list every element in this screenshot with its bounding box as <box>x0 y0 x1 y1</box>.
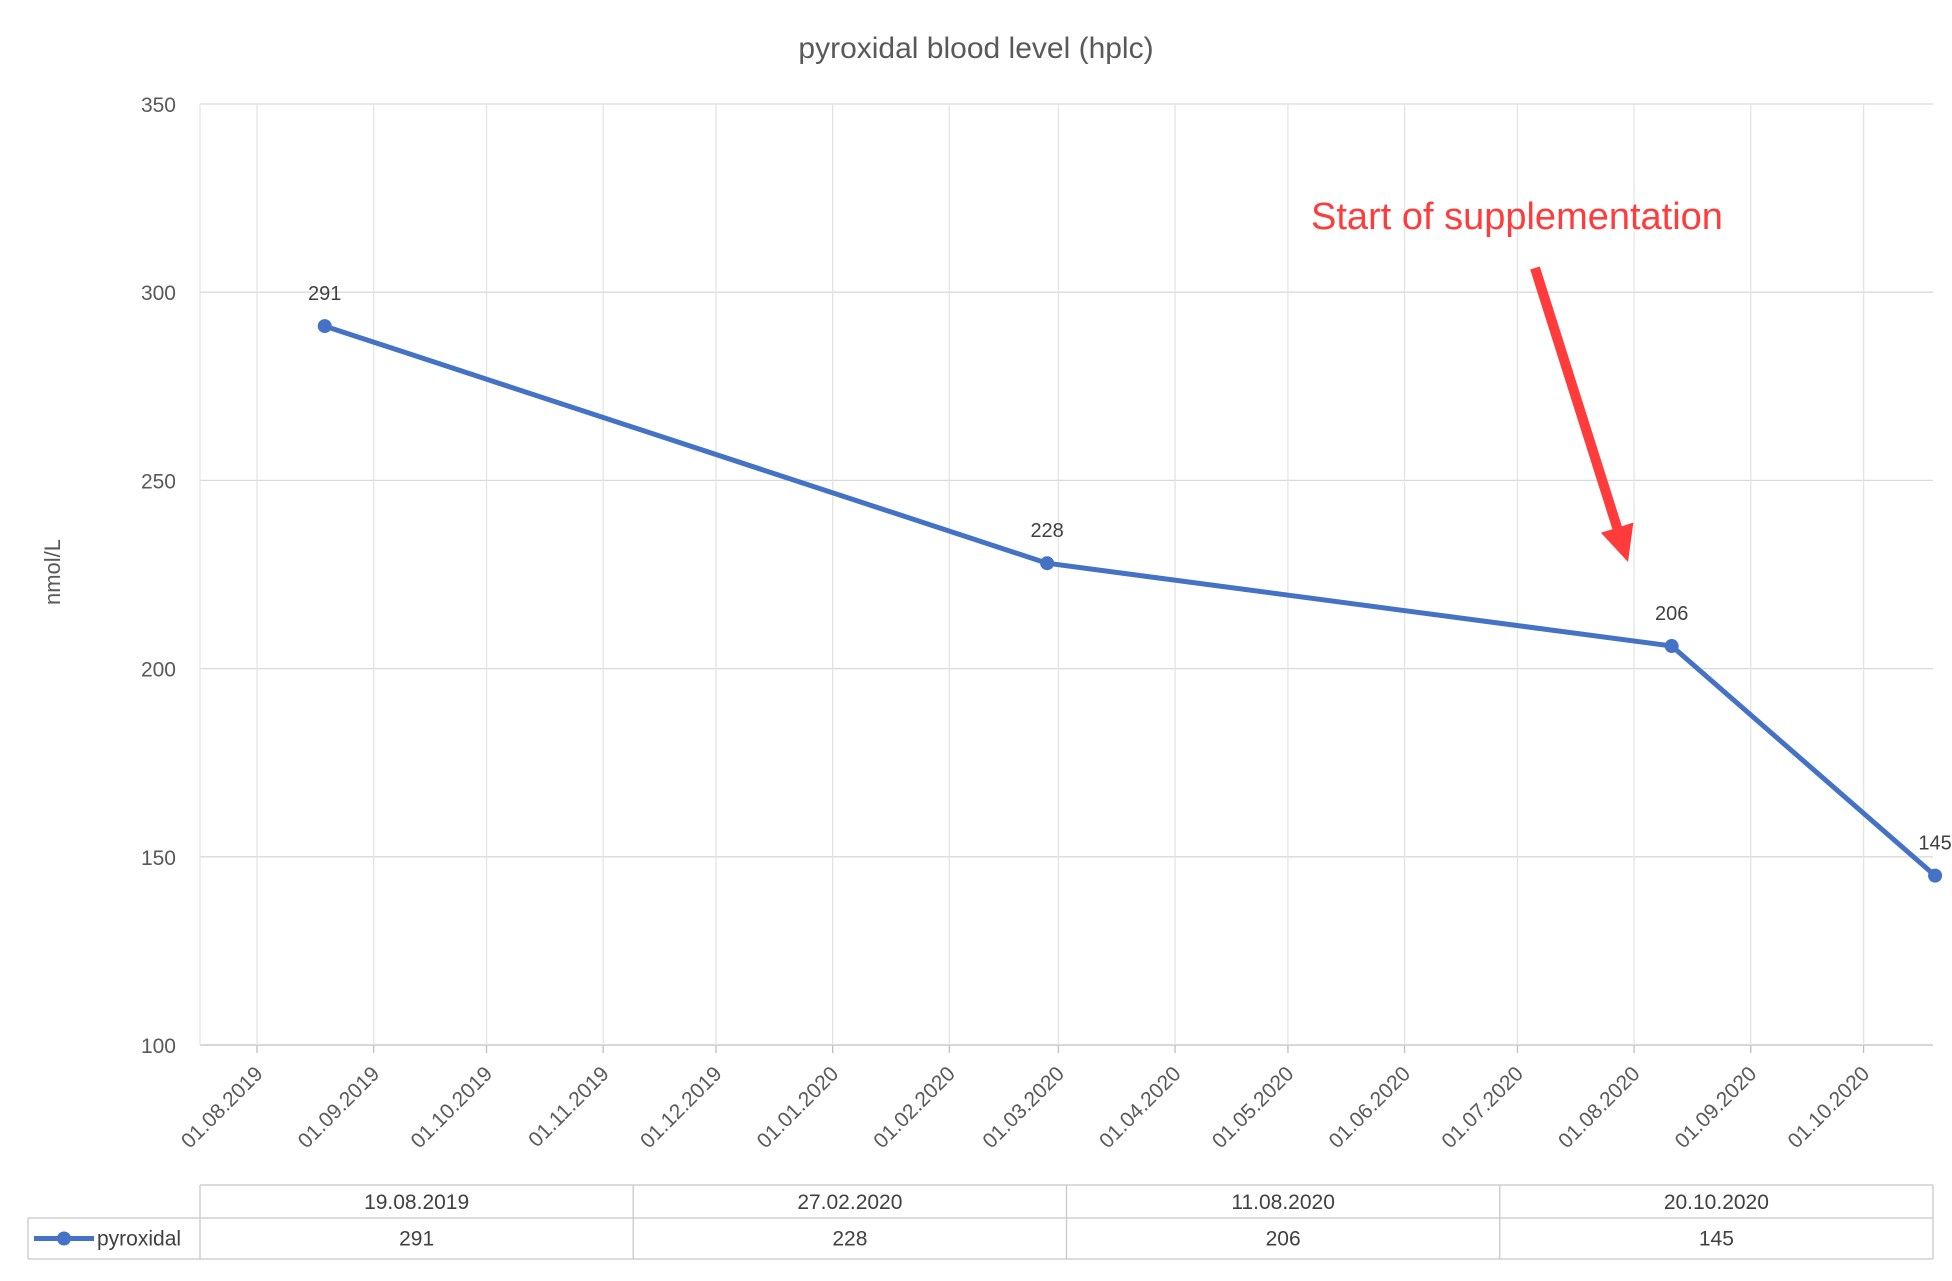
table-header-cell: 11.08.2020 <box>1231 1191 1335 1214</box>
table-value-cell: 228 <box>832 1228 867 1251</box>
chart-title: pyroxidal blood level (hplc) <box>798 32 1153 65</box>
table-value-cell: 206 <box>1266 1228 1301 1251</box>
x-tick-label: 01.08.2020 <box>1554 1062 1645 1153</box>
table-header-cell: 20.10.2020 <box>1664 1191 1769 1214</box>
x-tick-label: 01.05.2020 <box>1208 1062 1299 1153</box>
annotation-supplementation: Start of supplementation <box>1311 196 1723 562</box>
x-tick-label: 01.06.2020 <box>1325 1062 1416 1153</box>
y-axis-label: nmol/L <box>40 539 65 605</box>
data-label: 145 <box>1918 833 1951 855</box>
y-tick-label: 100 <box>141 1035 176 1058</box>
x-tick-label: 01.01.2020 <box>753 1062 844 1153</box>
series-pyroxidal: 291 228 206 145 <box>308 283 1952 883</box>
y-tick-label: 150 <box>141 847 176 870</box>
x-tick-label: 01.12.2019 <box>636 1062 727 1153</box>
series-line <box>323 323 1937 878</box>
legend-marker <box>57 1231 71 1246</box>
data-label: 228 <box>1030 520 1063 542</box>
x-tick-labels: 01.08.2019 01.09.2019 01.10.2019 01.11.2019… <box>177 1062 1874 1153</box>
table-header-cell: 27.02.2020 <box>797 1191 902 1214</box>
x-tick-label: 01.09.2019 <box>294 1062 385 1153</box>
data-label: 206 <box>1655 603 1688 625</box>
x-tick-label: 01.02.2020 <box>869 1062 960 1153</box>
x-tick-label: 01.04.2020 <box>1095 1062 1186 1153</box>
y-tick-label: 250 <box>141 470 176 493</box>
annotation-text: Start of supplementation <box>1311 196 1723 238</box>
x-tick-label: 01.07.2020 <box>1437 1062 1528 1153</box>
x-tick-label: 01.11.2019 <box>524 1062 613 1151</box>
table-value-cell: 145 <box>1699 1228 1734 1251</box>
legend-label: pyroxidal <box>97 1228 181 1251</box>
gridlines <box>199 103 1933 1053</box>
y-tick-label: 200 <box>141 659 176 682</box>
y-tick-label: 350 <box>141 94 176 117</box>
data-point <box>1664 639 1679 654</box>
y-tick-labels: 100 150 200 250 300 350 <box>141 94 176 1058</box>
data-table: 19.08.2019 27.02.2020 11.08.2020 20.10.2020… <box>27 1184 1934 1260</box>
data-label: 291 <box>308 283 341 305</box>
data-point <box>1928 868 1943 883</box>
table-header-cell: 19.08.2019 <box>364 1191 469 1214</box>
annotation-arrow <box>1530 266 1634 562</box>
x-tick-label: 01.08.2019 <box>177 1062 268 1153</box>
x-tick-label: 01.10.2019 <box>406 1062 497 1153</box>
data-point <box>317 319 332 334</box>
table-value-cell: 291 <box>399 1228 434 1251</box>
x-tick-label: 01.09.2020 <box>1671 1062 1762 1153</box>
x-tick-label: 01.03.2020 <box>978 1062 1069 1153</box>
data-point <box>1040 556 1055 571</box>
x-tick-label: 01.10.2020 <box>1784 1062 1875 1153</box>
y-tick-label: 300 <box>141 282 176 305</box>
